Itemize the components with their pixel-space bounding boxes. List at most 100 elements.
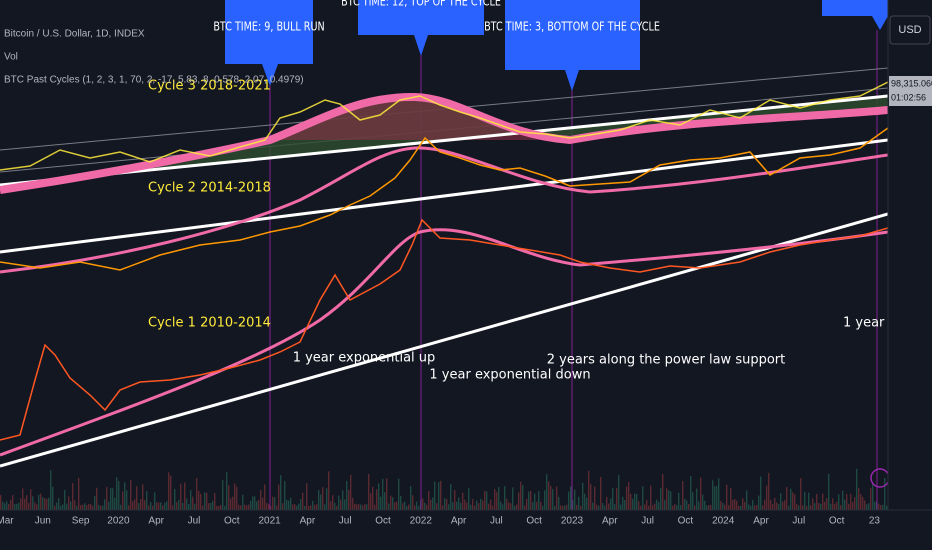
volume-bar xyxy=(878,503,880,510)
volume-bar xyxy=(488,503,490,510)
volume-bar xyxy=(122,491,124,510)
volume-bar xyxy=(298,503,300,510)
volume-bar xyxy=(862,496,864,510)
volume-bar xyxy=(852,502,854,510)
volume-bar xyxy=(626,486,628,510)
volume-bar xyxy=(458,497,460,510)
volume-bar xyxy=(704,500,706,510)
volume-bar xyxy=(436,503,438,510)
volume-bar xyxy=(854,497,856,510)
volume-bar xyxy=(196,478,198,510)
volume-bar xyxy=(696,488,698,510)
volume-bar xyxy=(674,504,676,510)
currency[interactable]: USD xyxy=(898,24,921,36)
volume-bar xyxy=(86,505,88,510)
volume-bar xyxy=(166,501,168,510)
volume-bar xyxy=(394,502,396,510)
volume-bar xyxy=(92,505,94,510)
volume-bar xyxy=(64,490,66,510)
volume-bar xyxy=(66,503,68,510)
volume-bar xyxy=(170,475,172,510)
volume-bar xyxy=(826,498,828,510)
volume-bar xyxy=(40,493,42,510)
volume-bar xyxy=(190,490,192,510)
volume-bar xyxy=(554,505,556,510)
time-tick-label: Apr xyxy=(451,516,467,527)
volume-bar xyxy=(544,490,546,510)
volume-bar xyxy=(668,490,670,510)
volume-bar xyxy=(120,504,122,510)
volume-bar xyxy=(342,490,344,510)
volume-bar xyxy=(560,505,562,510)
volume-bar xyxy=(280,475,282,510)
volume-bar xyxy=(870,488,872,510)
volume-bar xyxy=(654,503,656,510)
volume-bar xyxy=(636,493,638,510)
volume-bar xyxy=(598,505,600,510)
volume-bar xyxy=(774,497,776,510)
volume-bar xyxy=(160,502,162,510)
volume-bar xyxy=(156,502,158,510)
volume-bar xyxy=(218,505,220,510)
volume-bar xyxy=(250,500,252,510)
volume-bar xyxy=(500,501,502,510)
time-tick-label: Sep xyxy=(72,516,90,527)
volume-bar xyxy=(564,505,566,510)
volume-bar xyxy=(496,492,498,510)
volume-label: Vol xyxy=(4,52,18,63)
volume-bar xyxy=(232,496,234,510)
volume-bar xyxy=(256,501,258,510)
volume-bar xyxy=(158,502,160,510)
volume-bar xyxy=(22,488,24,510)
volume-bar xyxy=(344,499,346,510)
volume-bar xyxy=(102,505,104,510)
volume-bar xyxy=(730,487,732,510)
volume-bar xyxy=(204,492,206,510)
volume-bar xyxy=(254,496,256,510)
volume-bar xyxy=(714,486,716,510)
volume-bar xyxy=(816,493,818,510)
time-tick-label: 2022 xyxy=(410,516,433,527)
volume-bar xyxy=(760,476,762,510)
volume-bar xyxy=(150,501,152,510)
volume-bar xyxy=(882,504,884,510)
volume-bar xyxy=(426,504,428,510)
volume-bar xyxy=(614,503,616,510)
volume-bar xyxy=(766,485,768,510)
volume-bar xyxy=(140,499,142,510)
volume-bar xyxy=(764,499,766,510)
volume-bar xyxy=(234,483,236,510)
volume-bar xyxy=(402,503,404,510)
volume-bar xyxy=(126,490,128,510)
volume-bar xyxy=(708,505,710,510)
volume-bar xyxy=(620,504,622,510)
volume-bar xyxy=(526,498,528,510)
volume-bar xyxy=(408,504,410,510)
volume-bar xyxy=(54,505,56,510)
annotation: 2 years along the power law support xyxy=(547,353,786,368)
volume-bar xyxy=(178,500,180,510)
volume-bar xyxy=(840,505,842,510)
volume-bar xyxy=(312,500,314,510)
volume-bar xyxy=(722,502,724,510)
volume-bar xyxy=(666,488,668,510)
volume-bar xyxy=(846,493,848,510)
volume-bar xyxy=(362,505,364,510)
volume-bar xyxy=(356,504,358,510)
volume-bar xyxy=(462,492,464,510)
volume-bar xyxy=(192,496,194,510)
volume-bar xyxy=(32,496,34,510)
volume-bar xyxy=(464,499,466,510)
time-tick-label: Apr xyxy=(753,516,769,527)
alert-icon[interactable] xyxy=(870,468,889,488)
volume-bar xyxy=(468,488,470,510)
currency-button[interactable] xyxy=(889,15,931,45)
callout-text: BTC TIME: 12, TOP OF THE CYCLE xyxy=(341,0,501,9)
volume-bar xyxy=(670,491,672,510)
price-label-bg xyxy=(889,76,932,106)
volume-bar xyxy=(754,505,756,510)
callouts: BTC TIME: 9, BULL RUN BTC TIME: 12, TOP … xyxy=(213,0,888,91)
last-price: 98,315.0600 xyxy=(891,78,932,88)
volume-bar xyxy=(814,503,816,510)
volume-bar xyxy=(702,494,704,510)
